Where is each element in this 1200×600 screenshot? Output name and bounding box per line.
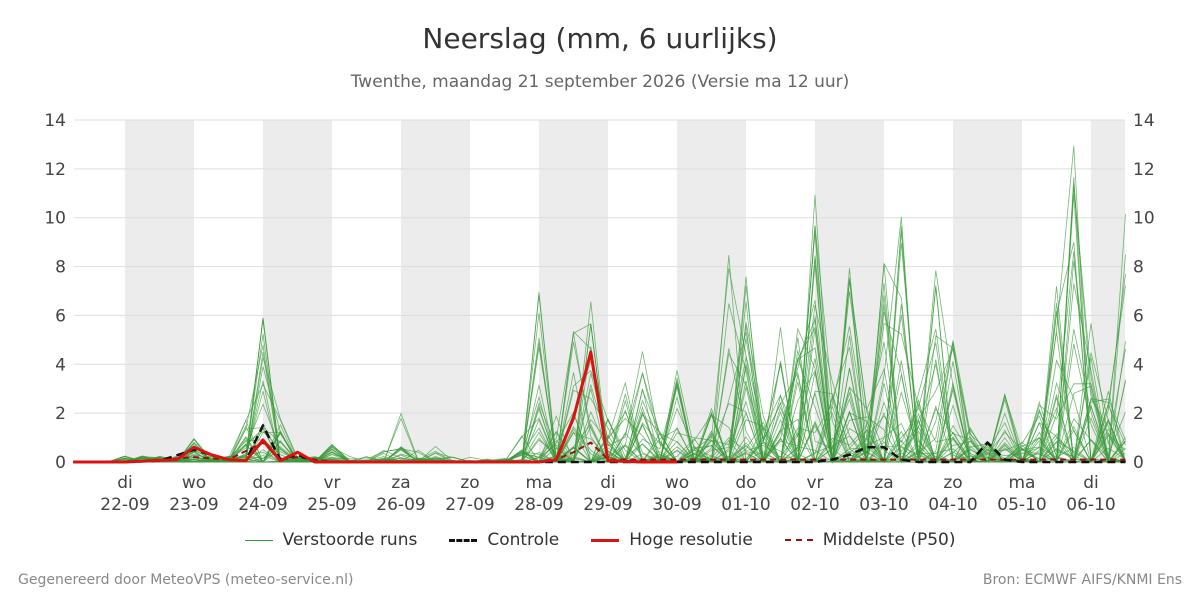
legend-label-hires: Hoge resolutie <box>629 530 753 550</box>
x-tick-label-date: 29-09 <box>583 495 632 515</box>
y-tick-label-left: 10 <box>44 209 66 229</box>
x-tick-label-date: 26-09 <box>376 495 425 515</box>
x-tick-label-date: 01-10 <box>721 495 770 515</box>
y-tick-label-right: 14 <box>1133 111 1155 131</box>
x-tick-label-date: 30-09 <box>652 495 701 515</box>
legend-swatch-ensemble <box>244 539 273 541</box>
y-tick-label-right: 0 <box>1133 453 1144 473</box>
x-tick-label-day: do <box>735 473 756 493</box>
legend-item-ensemble[interactable]: Verstoorde runs <box>244 530 418 550</box>
y-tick-label-left: 12 <box>44 160 66 180</box>
x-tick-label-day: wo <box>182 473 206 493</box>
legend-label-median: Middelste (P50) <box>822 530 956 550</box>
x-tick-label-date: 04-10 <box>928 495 977 515</box>
y-tick-label-left: 2 <box>55 404 66 424</box>
x-tick-label-day: di <box>600 473 616 493</box>
x-tick-label-date: 23-09 <box>169 495 218 515</box>
x-tick-label-day: di <box>1083 473 1099 493</box>
y-tick-label-right: 4 <box>1133 355 1144 375</box>
footer-source: Bron: ECMWF AIFS/KNMI Ens <box>982 572 1182 588</box>
x-tick-label-date: 28-09 <box>514 495 563 515</box>
x-tick-label-date: 22-09 <box>100 495 149 515</box>
y-tick-label-left: 14 <box>44 111 66 131</box>
y-tick-label-left: 6 <box>55 306 66 326</box>
x-tick-label-day: do <box>252 473 273 493</box>
x-tick-label-day: za <box>874 473 893 493</box>
x-tick-label-day: ma <box>526 473 553 493</box>
y-tick-label-left: 8 <box>55 258 66 278</box>
x-tick-label-day: vr <box>323 473 340 493</box>
chart-subtitle: Twenthe, maandag 21 september 2026 (Vers… <box>350 72 850 92</box>
x-tick-label-date: 03-10 <box>859 495 908 515</box>
x-tick-label-day: zo <box>943 473 962 493</box>
x-tick-label-day: wo <box>665 473 689 493</box>
y-tick-label-right: 10 <box>1133 209 1155 229</box>
legend-label-control: Controle <box>487 530 560 550</box>
y-tick-label-left: 4 <box>55 355 66 375</box>
y-tick-label-left: 0 <box>55 453 66 473</box>
y-tick-label-right: 6 <box>1133 306 1144 326</box>
weekday-shade-band <box>125 120 194 462</box>
legend-item-control[interactable]: Controle <box>449 530 559 550</box>
ensemble-run-line <box>73 251 1126 464</box>
legend-label-ensemble: Verstoorde runs <box>282 530 418 550</box>
y-tick-label-right: 12 <box>1133 160 1155 180</box>
weekday-shade-band <box>401 120 470 462</box>
x-tick-label-day: di <box>117 473 133 493</box>
x-tick-label-day: vr <box>806 473 823 493</box>
ensemble-run-line <box>73 314 1126 463</box>
weekday-shade-band <box>263 120 332 462</box>
x-tick-label-date: 05-10 <box>997 495 1046 515</box>
x-tick-label-date: 24-09 <box>238 495 287 515</box>
x-tick-label-day: za <box>391 473 410 493</box>
series-line-middelste-p50 <box>73 441 1126 463</box>
y-tick-label-right: 8 <box>1133 258 1144 278</box>
legend-item-hires[interactable]: Hoge resolutie <box>591 530 753 550</box>
x-tick-label-date: 06-10 <box>1066 495 1115 515</box>
ensemble-run-line <box>73 304 1126 463</box>
x-tick-label-day: ma <box>1009 473 1036 493</box>
x-tick-label-day: zo <box>460 473 479 493</box>
legend-swatch-median <box>784 539 813 541</box>
series-line-hoge-resolutie <box>73 350 677 464</box>
x-tick-label-date: 27-09 <box>445 495 494 515</box>
legend-item-median[interactable]: Middelste (P50) <box>784 530 956 550</box>
legend-swatch-hires <box>591 538 620 542</box>
x-tick-label-date: 02-10 <box>790 495 839 515</box>
chart-title: Neerslag (mm, 6 uurlijks) <box>422 22 778 55</box>
y-tick-label-right: 2 <box>1133 404 1144 424</box>
x-tick-label-date: 25-09 <box>307 495 356 515</box>
legend-swatch-control <box>449 538 478 542</box>
chart-legend: Verstoorde runs Controle Hoge resolutie … <box>0 530 1200 550</box>
footer-credit: Gegenereerd door MeteoVPS (meteo-service… <box>18 572 354 588</box>
